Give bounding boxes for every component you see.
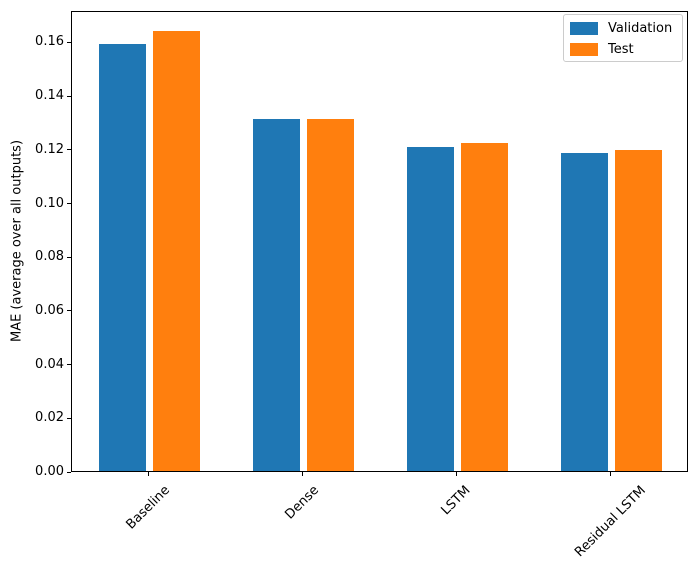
x-tick-mark — [456, 472, 458, 476]
y-tick-mark — [67, 310, 71, 312]
bar-validation-residual-lstm — [561, 152, 609, 471]
y-tick-label: 0.12 — [35, 141, 64, 157]
legend-label-test: Test — [608, 42, 634, 57]
x-tick-mark — [610, 472, 612, 476]
y-tick-mark — [67, 95, 71, 97]
y-tick-label: 0.14 — [35, 88, 64, 104]
bar-test-lstm — [461, 143, 509, 471]
y-tick-label: 0.16 — [35, 34, 64, 50]
y-tick-label: 0.10 — [35, 195, 64, 211]
y-axis-label: MAE (average over all outputs) — [9, 139, 25, 343]
x-tick-label-dense: Dense — [282, 482, 322, 523]
y-tick-mark — [67, 149, 71, 151]
y-tick-mark — [67, 203, 71, 204]
y-tick-label: 0.06 — [35, 302, 64, 318]
x-tick-label-residual-lstm: Residual LSTM — [571, 483, 649, 560]
x-tick-label-baseline: Baseline — [123, 482, 173, 533]
x-tick-mark — [301, 472, 303, 476]
y-tick-label: 0.04 — [35, 356, 64, 372]
y-tick-mark — [67, 471, 71, 473]
y-tick-label: 0.00 — [35, 464, 64, 479]
y-tick-label: 0.08 — [35, 249, 64, 265]
legend-swatch-test — [570, 43, 598, 56]
bar-test-baseline — [152, 30, 200, 471]
x-tick-mark — [147, 472, 149, 476]
bar-validation-baseline — [98, 44, 146, 471]
y-tick-label: 0.02 — [35, 410, 64, 426]
x-tick-label-lstm: LSTM — [438, 483, 474, 519]
plot-area — [71, 11, 688, 472]
y-tick-mark — [67, 256, 71, 258]
legend-label-validation: Validation — [608, 21, 673, 36]
legend-swatch-validation — [570, 22, 598, 35]
y-tick-mark — [67, 41, 71, 43]
bar-validation-dense — [252, 119, 300, 471]
y-tick-mark — [67, 364, 71, 366]
legend-entry-test: Test — [564, 39, 682, 60]
bar-test-residual-lstm — [615, 150, 663, 471]
legend-entry-validation: Validation — [564, 18, 682, 39]
legend: Validation Test — [563, 14, 683, 62]
y-tick-mark — [67, 417, 71, 419]
bar-validation-lstm — [407, 147, 455, 471]
bar-test-dense — [306, 119, 354, 471]
